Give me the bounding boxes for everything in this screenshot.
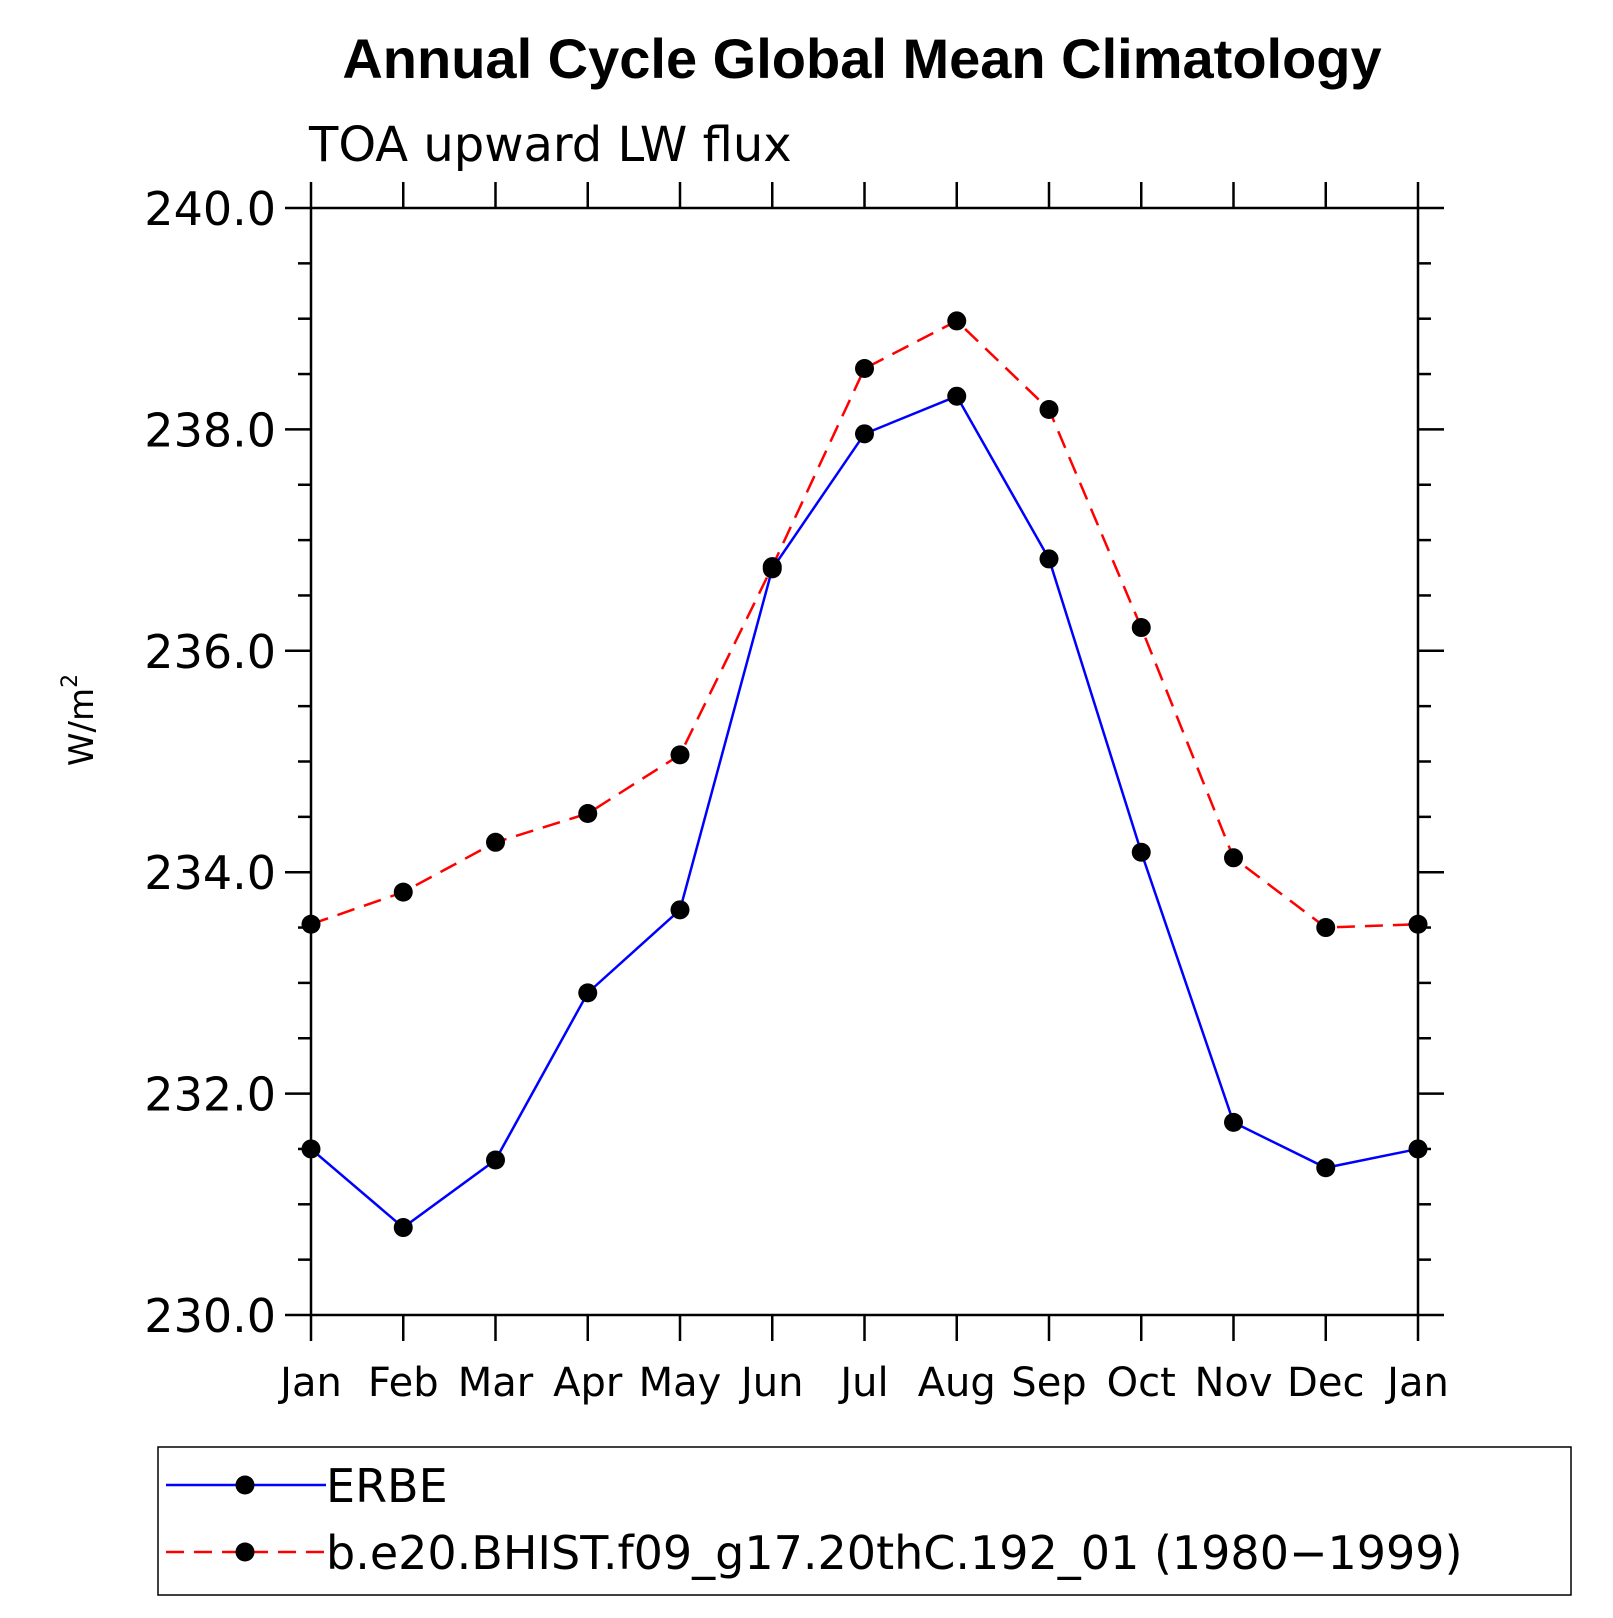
legend: ERBE b.e20.BHIST.f09_g17.20thC.192_01 (19… — [157, 1446, 1572, 1596]
data-point-series-0 — [670, 900, 690, 920]
data-point-series-1 — [486, 832, 505, 852]
x-tick-label: Oct — [1107, 1360, 1176, 1406]
x-tick-label: Aug — [918, 1360, 996, 1406]
y-tick-label: 238.0 — [144, 403, 276, 457]
x-tick-label: Jul — [837, 1360, 888, 1406]
data-point-series-0 — [301, 1139, 321, 1159]
data-point-series-1 — [855, 359, 874, 379]
data-point-series-0 — [1408, 1139, 1428, 1159]
data-point-series-1 — [301, 914, 321, 934]
data-point-series-1 — [578, 804, 598, 824]
data-point-series-1 — [393, 882, 413, 902]
legend-label-0: ERBE — [326, 1459, 448, 1513]
y-axis-label-unit: W/m — [62, 688, 102, 766]
x-tick-label: Sep — [1011, 1360, 1086, 1406]
data-point-series-0 — [855, 424, 874, 444]
data-point-series-1 — [947, 311, 967, 331]
chart-title: Annual Cycle Global Mean Climatology — [342, 27, 1381, 90]
x-tick-label: Nov — [1194, 1360, 1272, 1406]
y-tick-label: 240.0 — [144, 182, 276, 236]
data-point-series-0 — [1039, 549, 1059, 569]
data-point-series-1 — [670, 745, 690, 765]
data-point-series-0 — [1224, 1112, 1243, 1132]
data-point-series-0 — [1131, 842, 1151, 862]
axes: 230.0 232.0 234.0 236.0 238.0 240.0 Jan Feb Mar A… — [144, 182, 1449, 1406]
series-line-0 — [310, 394, 1419, 1230]
y-tick-label: 232.0 — [144, 1068, 276, 1122]
y-axis-label: W/m2 — [58, 674, 102, 766]
data-point-series-1 — [1039, 399, 1059, 419]
x-tick-label: Apr — [553, 1360, 623, 1406]
y-axis-label-exponent: 2 — [58, 674, 83, 688]
legend-marker-0 — [235, 1475, 255, 1495]
data-point-series-0 — [486, 1150, 505, 1170]
data-point-series-1 — [1224, 848, 1243, 868]
x-tick-label: May — [639, 1360, 722, 1406]
x-tick-label: Jan — [1384, 1360, 1449, 1406]
data-point-series-0 — [947, 386, 967, 406]
legend-marker-1 — [235, 1542, 255, 1562]
chart-subtitle: TOA upward LW flux — [308, 117, 792, 173]
data-point-series-1 — [1131, 618, 1151, 638]
y-tick-label: 234.0 — [144, 846, 276, 900]
x-tick-label: Feb — [368, 1360, 439, 1406]
legend-box — [157, 1446, 1572, 1596]
y-tick-label: 230.0 — [144, 1289, 276, 1343]
x-tick-label: Mar — [458, 1360, 534, 1406]
legend-label-1: b.e20.BHIST.f09_g17.20thC.192_01 (1980−1… — [326, 1526, 1463, 1580]
data-point-series-1 — [1316, 918, 1336, 938]
x-tick-label: Jan — [277, 1360, 342, 1406]
x-tick-label: Jun — [738, 1360, 804, 1406]
data-point-series-0 — [1316, 1158, 1336, 1178]
data-point-series-0 — [393, 1218, 413, 1238]
x-tick-label: Dec — [1287, 1360, 1364, 1406]
data-point-series-0 — [578, 983, 598, 1003]
svg-text:W/m2: W/m2 — [58, 674, 102, 766]
series-line-1 — [310, 319, 1419, 929]
data-point-series-1 — [762, 557, 782, 577]
series-layer — [301, 311, 1428, 1238]
y-tick-label: 236.0 — [144, 625, 276, 679]
data-point-series-1 — [1408, 914, 1428, 934]
